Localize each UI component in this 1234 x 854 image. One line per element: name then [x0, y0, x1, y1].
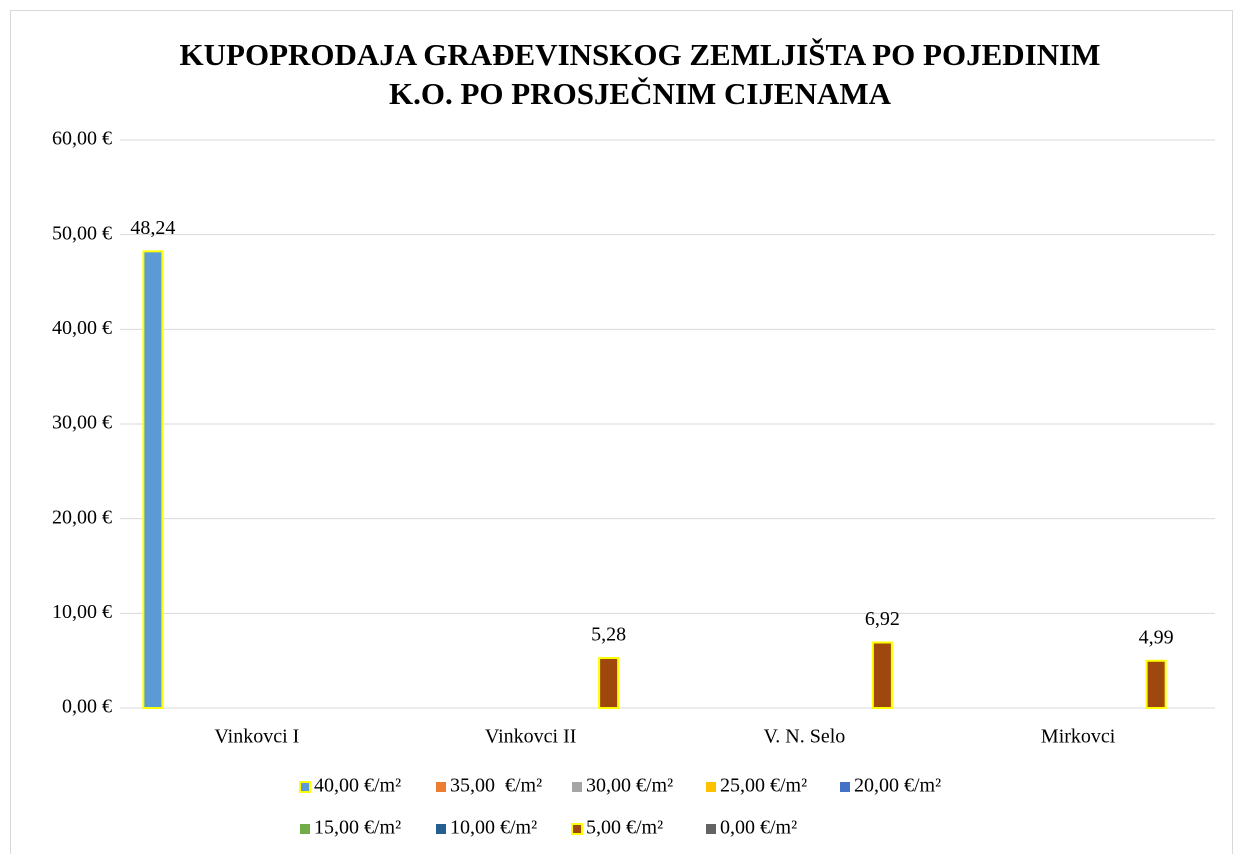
x-tick-label: Vinkovci I — [214, 726, 299, 748]
legend-swatch — [706, 824, 716, 834]
legend-swatch — [706, 782, 716, 792]
chart-border — [10, 10, 1233, 854]
y-tick-label: 30,00 € — [52, 412, 112, 434]
legend-swatch — [840, 782, 850, 792]
legend-label: 5,00 €/m² — [586, 817, 663, 839]
data-label: 5,28 — [591, 624, 626, 646]
legend-label: 30,00 €/m² — [586, 775, 673, 797]
legend-label: 20,00 €/m² — [854, 775, 941, 797]
legend-label: 0,00 €/m² — [720, 817, 797, 839]
legend-label: 40,00 €/m² — [314, 775, 401, 797]
data-label: 48,24 — [130, 217, 175, 239]
legend-label: 25,00 €/m² — [720, 775, 807, 797]
y-tick-label: 50,00 € — [52, 222, 112, 244]
bar — [598, 657, 620, 709]
legend-swatch — [300, 824, 310, 834]
x-tick-label: Vinkovci II — [485, 726, 577, 748]
chart-title: K.O. PO PROSJEČNIM CIJENAMA — [389, 76, 892, 111]
x-tick-label: Mirkovci — [1041, 726, 1116, 748]
x-tick-label: V. N. Selo — [763, 726, 845, 748]
y-tick-label: 10,00 € — [52, 601, 112, 623]
y-tick-label: 20,00 € — [52, 506, 112, 528]
legend-label: 15,00 €/m² — [314, 817, 401, 839]
legend-swatch — [299, 781, 311, 793]
legend-swatch — [436, 782, 446, 792]
bar — [871, 641, 893, 709]
bar — [142, 250, 164, 709]
bar — [1145, 659, 1167, 710]
legend-swatch — [436, 824, 446, 834]
chart-title: KUPOPRODAJA GRAĐEVINSKOG ZEMLJIŠTA PO PO… — [180, 37, 1101, 72]
legend-swatch — [571, 823, 583, 835]
y-tick-label: 0,00 € — [62, 696, 112, 718]
data-label: 4,99 — [1139, 626, 1174, 648]
y-tick-label: 40,00 € — [52, 317, 112, 339]
legend-label: 10,00 €/m² — [450, 817, 537, 839]
data-label: 6,92 — [865, 608, 900, 630]
y-tick-label: 60,00 € — [52, 128, 112, 150]
legend-swatch — [572, 782, 582, 792]
legend-label: 35,00 €/m² — [450, 775, 542, 797]
